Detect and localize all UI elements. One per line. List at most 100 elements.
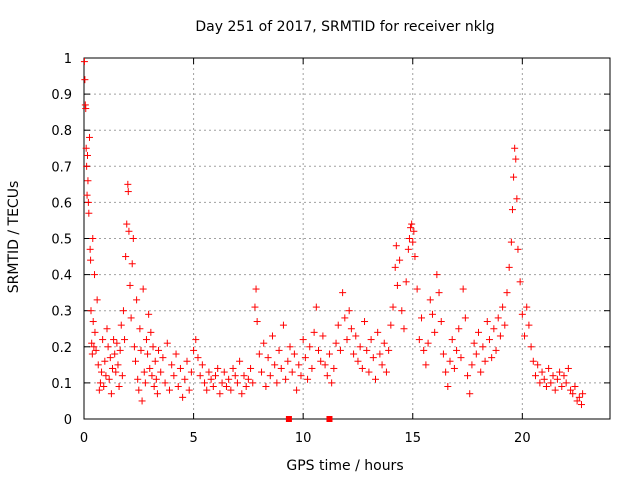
data-point (293, 386, 301, 394)
data-point (511, 144, 519, 152)
data-point (393, 281, 401, 289)
data-point (523, 303, 531, 311)
data-point (140, 368, 148, 376)
data-point (405, 235, 413, 242)
data-point (264, 354, 272, 362)
data-point (286, 343, 294, 351)
data-point (133, 296, 141, 304)
data-point (334, 321, 342, 329)
data-point (268, 332, 276, 340)
data-point (238, 390, 246, 398)
data-point (279, 321, 287, 329)
data-point (115, 383, 123, 391)
data-point (508, 206, 516, 214)
data-point (151, 357, 159, 365)
x-tick-label: 0 (80, 431, 88, 446)
data-point (82, 144, 90, 152)
data-point (409, 238, 417, 246)
data-point (181, 375, 189, 383)
data-point (207, 375, 215, 383)
data-point (457, 354, 465, 362)
data-point (118, 372, 126, 380)
data-point (124, 180, 132, 188)
data-point (297, 372, 305, 380)
data-point (573, 397, 581, 405)
data-point (105, 375, 113, 383)
data-point (126, 281, 134, 289)
data-point (361, 318, 369, 326)
data-point (312, 303, 320, 311)
data-point (88, 350, 96, 358)
data-point (231, 372, 239, 380)
data-point (437, 318, 445, 326)
data-point (142, 336, 150, 344)
zero-marker (285, 416, 292, 422)
data-point (380, 339, 388, 347)
data-point (233, 379, 241, 387)
data-point (124, 188, 132, 196)
data-point (321, 361, 329, 369)
data-point (578, 401, 586, 409)
data-point (85, 209, 93, 217)
data-point (129, 235, 137, 242)
data-point (288, 368, 296, 376)
x-axis-ticks: 0 5 10 15 20 (80, 58, 531, 446)
data-point (496, 332, 504, 340)
plot-border (83, 57, 611, 420)
data-point (163, 339, 171, 347)
data-point (402, 278, 410, 286)
data-point (106, 354, 114, 362)
y-tick-label: 0.8 (51, 124, 72, 139)
data-point (308, 364, 316, 372)
data-point (271, 361, 279, 369)
y-tick-label: 0.4 (51, 269, 72, 284)
data-point (84, 198, 92, 206)
data-point (490, 325, 498, 333)
data-point (147, 328, 155, 336)
x-tick-label: 20 (514, 431, 531, 446)
data-point (170, 372, 178, 380)
data-point (505, 263, 513, 271)
data-point (475, 328, 482, 336)
data-point (494, 314, 502, 322)
x-axis-label: GPS time / hours (286, 458, 403, 474)
data-point (536, 379, 544, 387)
x-tick-label: 10 (295, 431, 312, 446)
y-tick-label: 0.1 (51, 377, 72, 392)
data-point (503, 289, 511, 297)
data-point (567, 386, 575, 394)
data-point (540, 375, 548, 383)
data-point (100, 383, 108, 391)
data-point (525, 321, 533, 329)
data-point (295, 361, 303, 369)
data-point (198, 361, 206, 369)
data-point (325, 350, 333, 358)
data-point (343, 336, 351, 344)
data-point (408, 220, 416, 228)
data-point (123, 220, 131, 228)
data-point (95, 386, 103, 394)
data-point (453, 346, 461, 354)
data-point (558, 383, 566, 391)
data-point (174, 383, 182, 391)
data-point (229, 364, 237, 372)
data-point (136, 325, 144, 333)
data-point (187, 368, 195, 376)
data-point (137, 346, 145, 354)
data-point (374, 328, 382, 336)
data-point (481, 357, 489, 365)
data-point (216, 390, 224, 398)
data-point (428, 310, 436, 318)
data-point (103, 325, 111, 333)
data-point (521, 332, 529, 340)
data-point (172, 350, 180, 358)
data-point (89, 318, 97, 326)
data-point (273, 379, 281, 387)
data-point (461, 314, 469, 322)
y-axis-ticks: 0 0.1 0.2 0.3 0.4 0.5 0.6 0.7 0.8 0.9 1 (51, 52, 610, 428)
data-point (531, 372, 539, 380)
data-point (369, 354, 377, 362)
data-point (236, 357, 244, 365)
data-point (464, 372, 472, 380)
data-point (376, 350, 384, 358)
